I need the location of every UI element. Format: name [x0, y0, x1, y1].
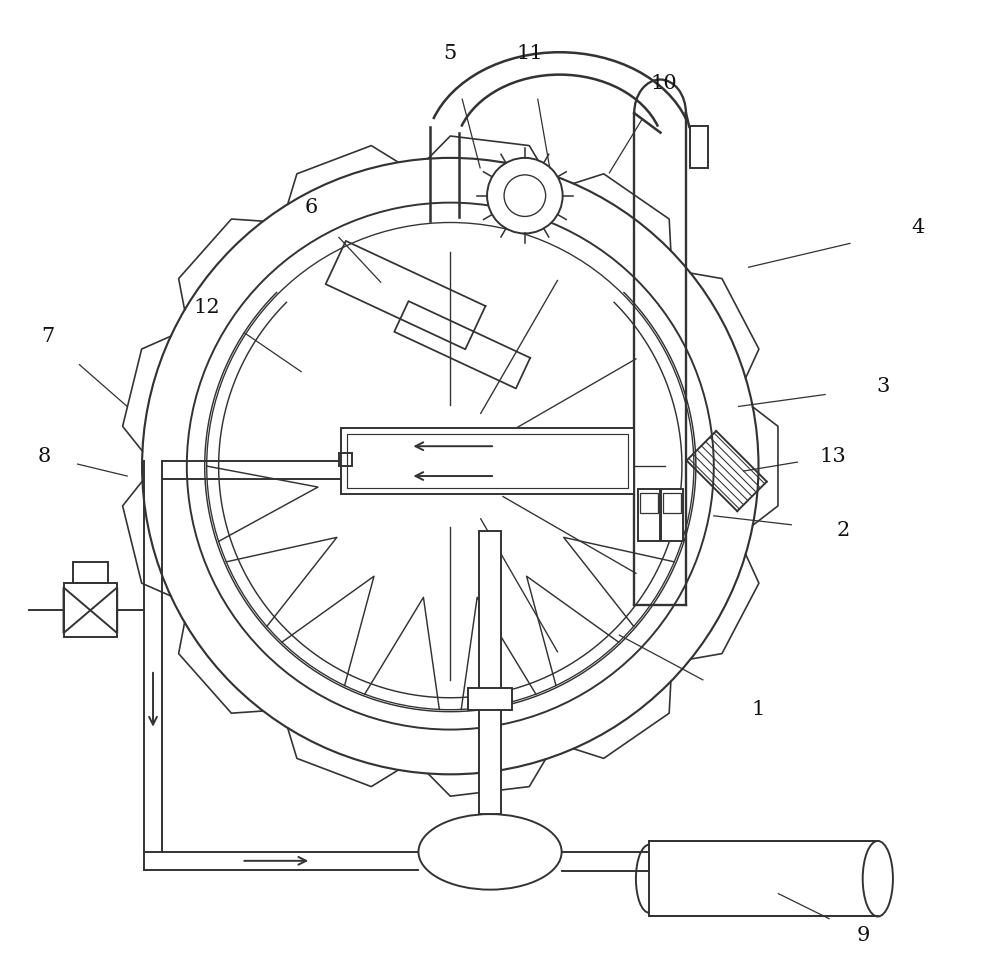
- Text: 6: 6: [304, 198, 318, 217]
- Text: 7: 7: [41, 327, 54, 347]
- Circle shape: [487, 157, 563, 234]
- Text: 5: 5: [444, 44, 457, 63]
- Text: 9: 9: [856, 925, 870, 945]
- Bar: [638, 489, 660, 541]
- Text: 1: 1: [752, 700, 765, 720]
- Bar: [73, 562, 108, 583]
- Bar: [468, 688, 512, 710]
- Text: 2: 2: [836, 522, 850, 540]
- Bar: [339, 453, 352, 467]
- Bar: [640, 493, 658, 513]
- Circle shape: [187, 203, 714, 729]
- Ellipse shape: [418, 814, 562, 890]
- Bar: [64, 583, 117, 638]
- Text: 13: 13: [820, 446, 846, 466]
- Bar: [661, 489, 683, 541]
- Text: 4: 4: [911, 218, 924, 237]
- Text: 10: 10: [651, 73, 677, 93]
- Text: 11: 11: [516, 44, 543, 63]
- Bar: [479, 530, 501, 814]
- Text: 12: 12: [193, 298, 220, 317]
- Bar: [347, 435, 628, 488]
- Bar: [663, 493, 681, 513]
- Bar: [341, 428, 634, 494]
- Bar: [649, 841, 878, 917]
- Ellipse shape: [863, 841, 893, 917]
- Text: 8: 8: [38, 446, 51, 466]
- Text: 3: 3: [876, 377, 889, 396]
- Bar: [690, 127, 708, 168]
- Circle shape: [142, 157, 759, 775]
